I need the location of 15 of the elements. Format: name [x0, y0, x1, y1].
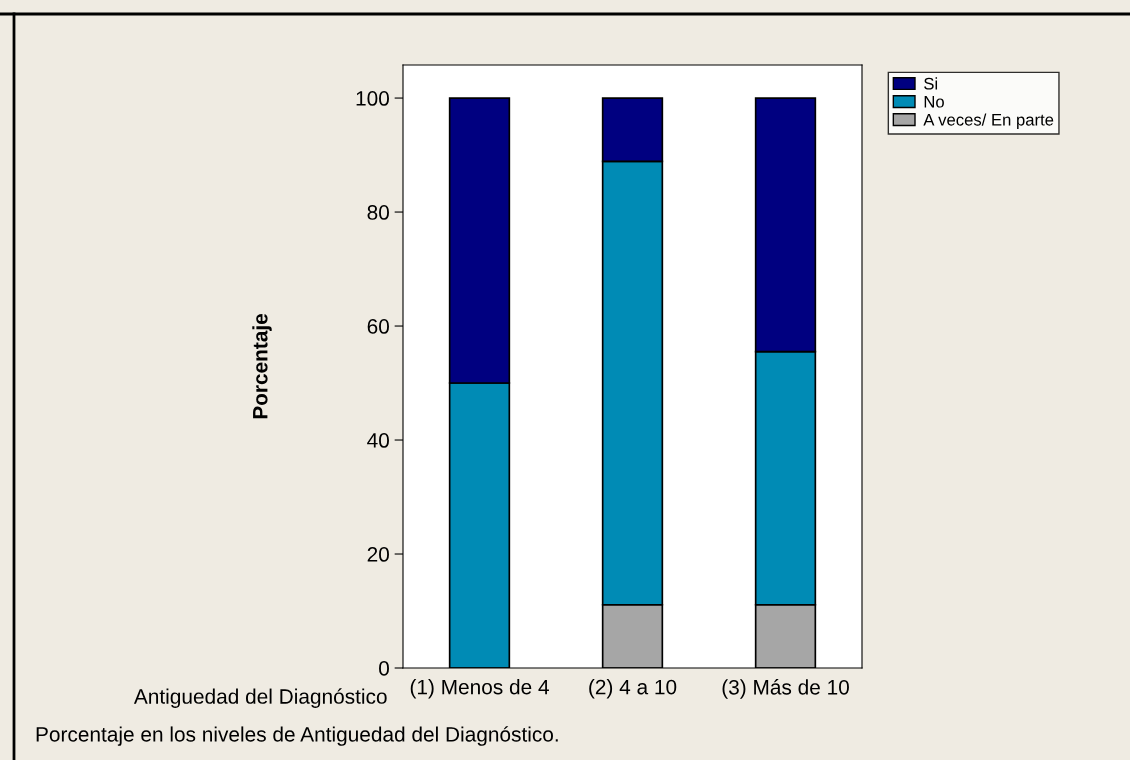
x-tick-label: (2) 4 a 10	[589, 679, 677, 699]
text: Porcentaje en los niveles de Antiguedad del Diagnóstico.	[36, 726, 558, 746]
y-tick-label: 20	[367, 547, 389, 562]
legend-label: Si	[924, 77, 938, 90]
y-tick-label: 100	[356, 91, 389, 106]
y-tick-label: 80	[367, 205, 389, 220]
y-tick-label: 40	[367, 433, 389, 448]
legend-label: No	[924, 95, 944, 108]
x-tick-label: (1) Menos de 4	[410, 679, 549, 699]
x-axis-title: Antiguedad del Diagnóstico	[133, 688, 387, 708]
legend-label: A veces/ En parte	[923, 113, 1054, 129]
y-tick-label: 0	[379, 661, 389, 676]
y-axis-title: Porcentaje	[252, 313, 272, 419]
x-tick-label: (3) Más de 10	[722, 679, 849, 699]
y-tick-label: 60	[367, 319, 389, 334]
